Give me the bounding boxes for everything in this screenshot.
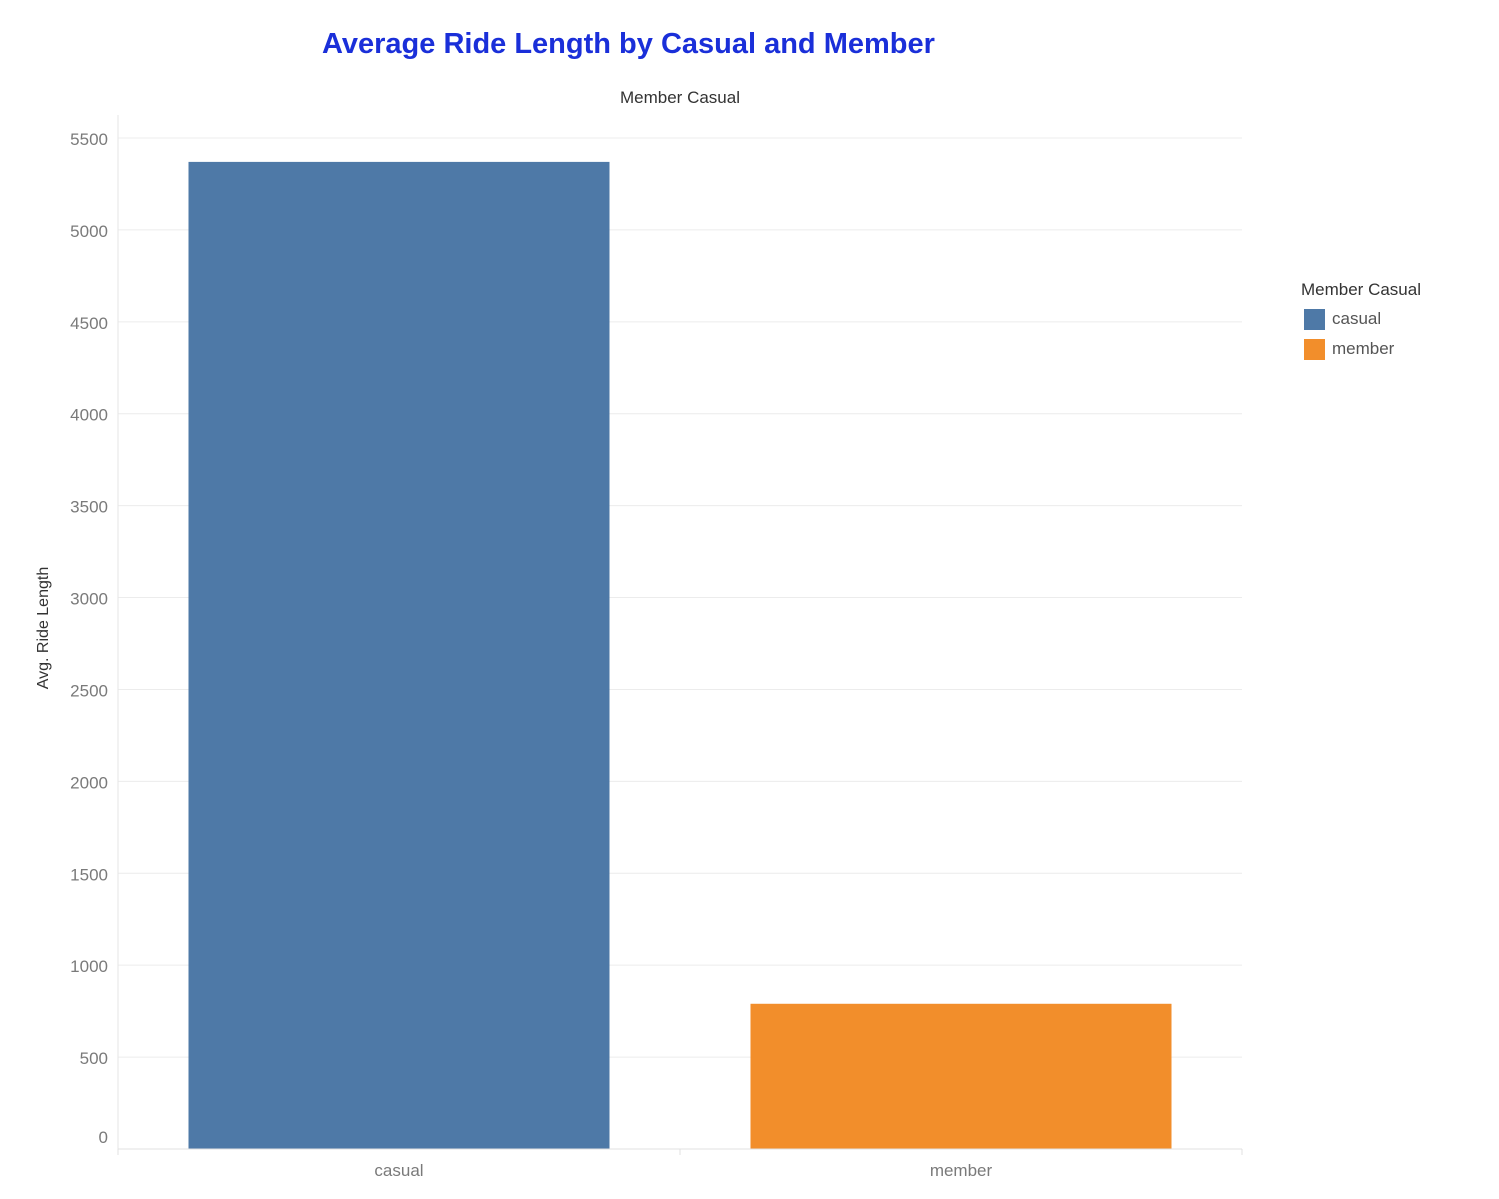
legend-label-casual: casual [1332, 309, 1382, 328]
y-tick-label-3500: 3500 [70, 498, 108, 517]
y-tick-label-2000: 2000 [70, 773, 108, 792]
legend-title: Member Casual [1301, 280, 1421, 299]
y-tick-label-1000: 1000 [70, 957, 108, 976]
bar-member[interactable] [750, 1003, 1172, 1149]
y-tick-label-5000: 5000 [70, 222, 108, 241]
x-tick-label-casual: casual [374, 1161, 423, 1180]
y-tick-label-4500: 4500 [70, 314, 108, 333]
y-tick-label-1500: 1500 [70, 865, 108, 884]
y-tick-label-5500: 5500 [70, 130, 108, 149]
y-tick-label-2500: 2500 [70, 681, 108, 700]
legend: Member Casual casual member [1301, 280, 1421, 364]
axes: 0 500 1000 1500 2000 2500 3000 3500 4000 4500 5000… [70, 115, 1243, 1180]
legend-item-member[interactable]: member [1301, 334, 1421, 364]
y-tick-label-500: 500 [80, 1049, 108, 1068]
legend-swatch-casual [1304, 308, 1325, 330]
bars [188, 161, 1172, 1149]
column-header: Member Casual [620, 88, 740, 107]
y-tick-label-4000: 4000 [70, 406, 108, 425]
y-tick-label-3000: 3000 [70, 590, 108, 609]
x-tick-label-member: member [930, 1161, 993, 1180]
y-tick-label-0: 0 [99, 1128, 108, 1147]
legend-item-casual[interactable]: casual [1301, 304, 1421, 334]
chart-title: Average Ride Length by Casual and Member [322, 28, 935, 60]
bar-casual[interactable] [188, 161, 610, 1149]
legend-swatch-member [1304, 338, 1325, 360]
legend-label-member: member [1332, 339, 1395, 358]
